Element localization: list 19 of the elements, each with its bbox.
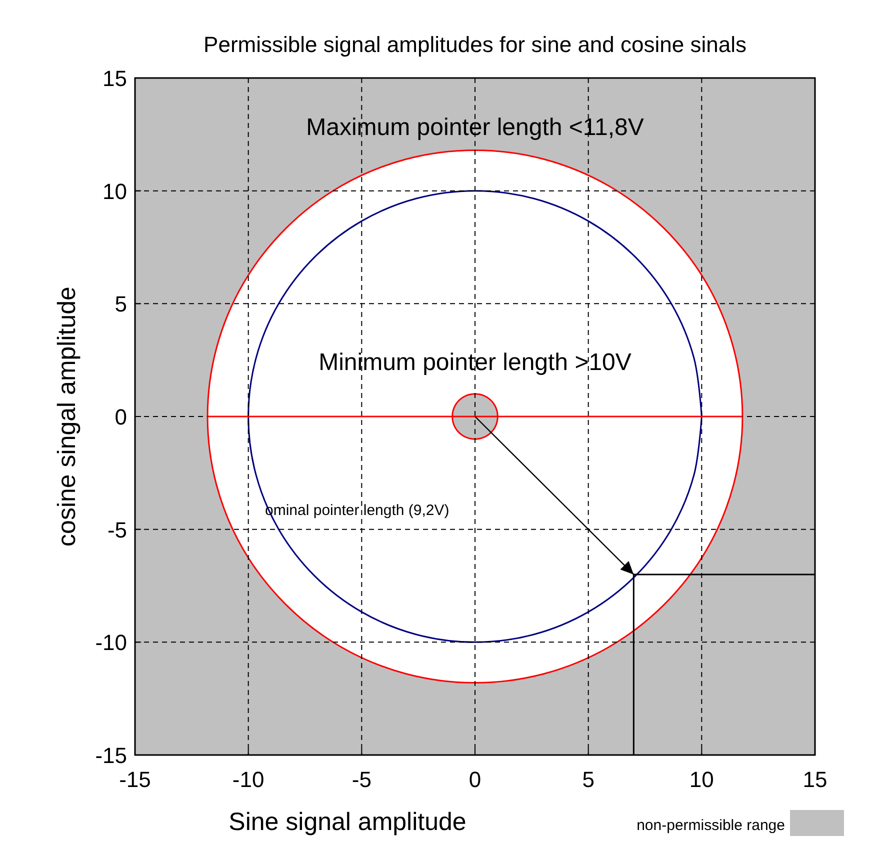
chart-title: Permissible signal amplitudes for sine and cosine sinals xyxy=(204,32,746,57)
y-tick-label: -10 xyxy=(95,630,127,656)
annotation: Maximum pointer length <11,8V xyxy=(306,114,644,141)
y-axis-title: cosine singal amplitude xyxy=(53,286,81,546)
annotation: Minimum pointer length >10V xyxy=(318,349,632,376)
x-tick-label: -10 xyxy=(232,767,264,792)
x-axis-title: Sine signal amplitude xyxy=(228,808,466,836)
x-tick-label: 10 xyxy=(689,767,714,792)
x-tick-label: 0 xyxy=(468,767,482,792)
y-tick-label: -5 xyxy=(107,517,127,542)
x-tick-label: 15 xyxy=(802,767,828,792)
y-tick-label: 0 xyxy=(114,404,127,430)
y-tick-label: 10 xyxy=(102,178,127,204)
y-tick-label: -15 xyxy=(95,743,127,768)
y-tick-label: 5 xyxy=(114,292,127,317)
x-tick-label: 5 xyxy=(582,767,594,792)
x-tick-label: -5 xyxy=(352,767,372,792)
legend-label: non-permissible range xyxy=(636,817,785,834)
y-tick-label: 15 xyxy=(102,66,127,91)
